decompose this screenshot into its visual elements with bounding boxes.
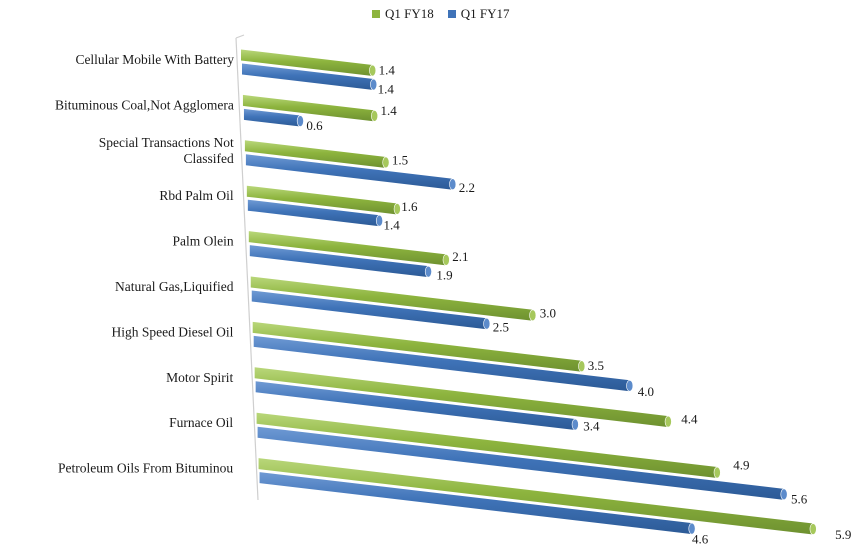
bar-q1-fy17-7	[255, 381, 579, 431]
chart-legend: Q1 FY18 Q1 FY17	[372, 6, 510, 22]
value-label-q1-fy18-4: 2.1	[452, 249, 468, 264]
bar-q1-fy18-9	[258, 458, 817, 535]
value-label-q1-fy17-7: 3.4	[583, 419, 600, 434]
value-label-q1-fy17-3: 1.4	[383, 218, 400, 233]
bar-q1-fy17-6	[253, 335, 634, 392]
category-label-7: Motor Spirit	[166, 370, 233, 385]
bar-q1-fy18-2	[244, 140, 390, 169]
category-label-2: Special Transactions Not Classifed	[99, 135, 234, 166]
bar-q1-fy17-2	[245, 154, 457, 191]
category-label-1: Bituminous Coal,Not Agglomera	[55, 97, 234, 112]
value-label-q1-fy18-7: 4.4	[681, 412, 698, 427]
legend-item-q1-fy18: Q1 FY18	[372, 6, 434, 22]
value-label-q1-fy18-8: 4.9	[733, 458, 749, 473]
value-label-q1-fy18-0: 1.4	[379, 63, 396, 78]
bar-q1-fy18-5	[250, 276, 537, 322]
category-label-8: Furnace Oil	[169, 415, 233, 430]
bar-q1-fy17-5	[251, 290, 491, 330]
value-label-q1-fy17-4: 1.9	[436, 268, 452, 283]
bar-q1-fy18-3	[246, 185, 401, 215]
bar-q1-fy17-1	[243, 108, 304, 127]
bar-q1-fy18-4	[248, 231, 450, 266]
value-label-q1-fy18-5: 3.0	[540, 305, 556, 320]
category-label-5: Natural Gas,Liquified	[115, 279, 234, 294]
category-label-3: Rbd Palm Oil	[159, 188, 234, 203]
bar-q1-fy18-1	[242, 94, 379, 122]
bar-q1-fy18-6	[252, 321, 586, 373]
bar-q1-fy17-3	[247, 199, 383, 227]
bar-q1-fy18-7	[254, 367, 672, 428]
category-label-6: High Speed Diesel Oil	[112, 324, 234, 339]
value-label-q1-fy17-5: 2.5	[493, 320, 509, 335]
value-label-q1-fy17-0: 1.4	[378, 82, 395, 97]
value-label-q1-fy18-3: 1.6	[401, 199, 418, 214]
legend-swatch-q1-fy18	[372, 10, 380, 18]
category-label-4: Palm Olein	[172, 234, 233, 249]
value-label-q1-fy18-9: 5.9	[835, 527, 851, 542]
value-label-q1-fy18-1: 1.4	[381, 103, 398, 118]
legend-swatch-q1-fy17	[447, 10, 456, 18]
bar-q1-fy17-4	[249, 245, 432, 278]
legend-item-q1-fy17: Q1 FY17	[447, 6, 510, 22]
legend-label-q1-fy18: Q1 FY18	[385, 6, 434, 21]
value-axis-line	[235, 37, 259, 501]
bar-q1-fy17-9	[259, 472, 696, 535]
bar-q1-fy17-0	[242, 63, 378, 91]
value-label-q1-fy17-2: 2.2	[459, 180, 475, 195]
category-label-9: Petroleum Oils From Bituminou	[58, 461, 233, 476]
bar-q1-fy18-8	[256, 412, 721, 479]
value-label-q1-fy18-2: 1.5	[392, 152, 408, 167]
value-label-q1-fy17-9: 4.6	[692, 532, 709, 546]
bar-q1-fy18-0	[241, 49, 377, 77]
value-axis-cap	[235, 34, 245, 39]
value-label-q1-fy18-6: 3.5	[588, 358, 604, 373]
category-label-0: Cellular Mobile With Battery	[75, 52, 234, 67]
value-label-q1-fy17-8: 5.6	[791, 491, 808, 506]
value-label-q1-fy17-1: 0.6	[306, 118, 323, 133]
legend-label-q1-fy17: Q1 FY17	[460, 6, 510, 21]
bar-q1-fy17-8	[257, 426, 788, 501]
value-label-q1-fy17-6: 4.0	[638, 384, 654, 399]
